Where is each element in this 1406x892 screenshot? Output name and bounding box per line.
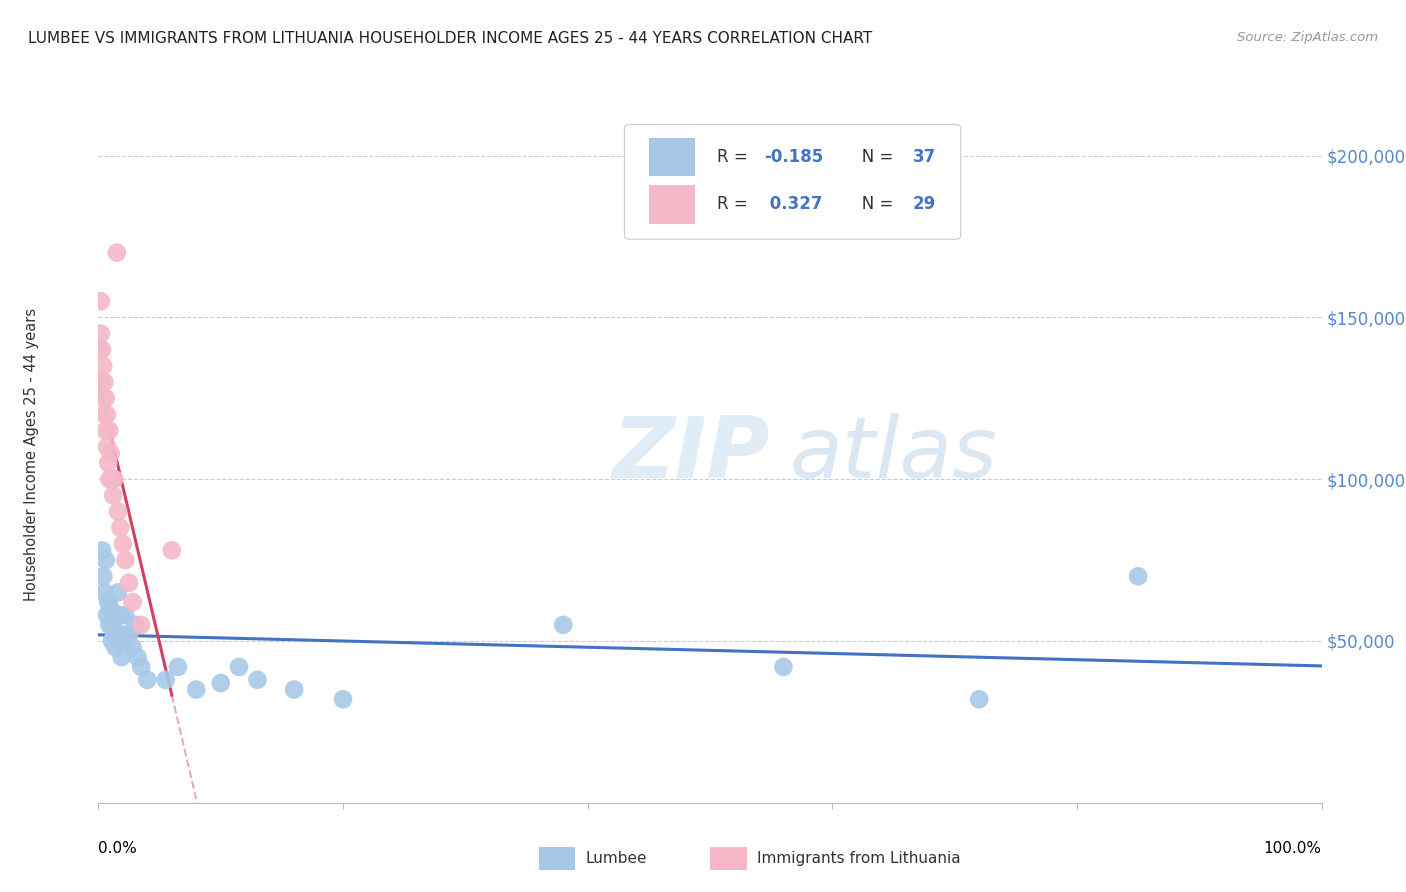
Point: [97, 595, 120, 609]
Point: [89, 343, 111, 357]
Point: [96, 608, 118, 623]
Point: [136, 673, 159, 687]
Point: [129, 617, 152, 632]
Point: [100, 446, 122, 460]
Point: [111, 650, 134, 665]
Point: [129, 660, 152, 674]
Point: [101, 617, 124, 632]
Text: N =: N =: [846, 195, 898, 213]
Point: [121, 595, 143, 609]
Point: [101, 488, 124, 502]
Point: [118, 627, 141, 641]
Text: Householder Income Ages 25 - 44 years: Householder Income Ages 25 - 44 years: [24, 309, 38, 601]
Point: [127, 650, 149, 665]
Point: [91, 375, 114, 389]
Point: [98, 424, 121, 438]
Point: [246, 673, 269, 687]
Text: R =: R =: [717, 195, 754, 213]
Text: 100.0%: 100.0%: [1264, 841, 1322, 856]
Point: [115, 634, 138, 648]
Text: -0.185: -0.185: [763, 148, 823, 166]
Text: LUMBEE VS IMMIGRANTS FROM LITHUANIA HOUSEHOLDER INCOME AGES 25 - 44 YEARS CORREL: LUMBEE VS IMMIGRANTS FROM LITHUANIA HOUS…: [28, 31, 872, 46]
Point: [121, 640, 143, 655]
Point: [98, 617, 121, 632]
Point: [93, 585, 115, 599]
Text: 37: 37: [912, 148, 936, 166]
Point: [103, 472, 125, 486]
Bar: [650, 138, 696, 177]
Point: [105, 245, 128, 260]
Point: [111, 537, 134, 551]
Point: [108, 634, 131, 648]
FancyBboxPatch shape: [624, 124, 960, 239]
Point: [209, 676, 232, 690]
Point: [91, 392, 114, 406]
Text: Source: ZipAtlas.com: Source: ZipAtlas.com: [1237, 31, 1378, 45]
Point: [228, 660, 250, 674]
Point: [91, 343, 114, 357]
Point: [93, 408, 115, 422]
Point: [90, 294, 112, 309]
Point: [118, 575, 141, 590]
Point: [101, 634, 124, 648]
Point: [107, 504, 129, 518]
Point: [283, 682, 305, 697]
Text: Immigrants from Lithuania: Immigrants from Lithuania: [756, 851, 960, 866]
Point: [160, 543, 183, 558]
Text: 29: 29: [912, 195, 936, 213]
Point: [91, 359, 114, 373]
Text: 0.0%: 0.0%: [98, 841, 138, 856]
Point: [93, 375, 115, 389]
Point: [94, 392, 117, 406]
Bar: [710, 847, 747, 871]
Point: [96, 440, 118, 454]
Point: [332, 692, 354, 706]
Point: [167, 660, 190, 674]
Point: [553, 617, 575, 632]
Text: R =: R =: [717, 148, 754, 166]
Point: [155, 673, 177, 687]
Point: [114, 553, 136, 567]
Point: [100, 601, 122, 615]
Point: [186, 682, 208, 697]
Point: [91, 569, 114, 583]
Text: Lumbee: Lumbee: [585, 851, 647, 866]
Point: [110, 608, 132, 623]
Point: [97, 456, 120, 470]
Point: [104, 640, 127, 655]
Bar: [538, 847, 575, 871]
Bar: [650, 186, 696, 224]
Point: [1128, 569, 1150, 583]
Text: 0.327: 0.327: [763, 195, 823, 213]
Text: ZIP: ZIP: [612, 413, 770, 497]
Point: [111, 627, 134, 641]
Point: [98, 472, 121, 486]
Point: [94, 424, 117, 438]
Point: [772, 660, 794, 674]
Point: [90, 326, 112, 341]
Point: [107, 585, 129, 599]
Point: [124, 617, 146, 632]
Point: [114, 608, 136, 623]
Point: [101, 472, 124, 486]
Point: [967, 692, 990, 706]
Point: [91, 543, 114, 558]
Point: [110, 521, 132, 535]
Text: N =: N =: [846, 148, 898, 166]
Point: [103, 627, 125, 641]
Point: [96, 408, 118, 422]
Point: [94, 553, 117, 567]
Text: atlas: atlas: [790, 413, 997, 497]
